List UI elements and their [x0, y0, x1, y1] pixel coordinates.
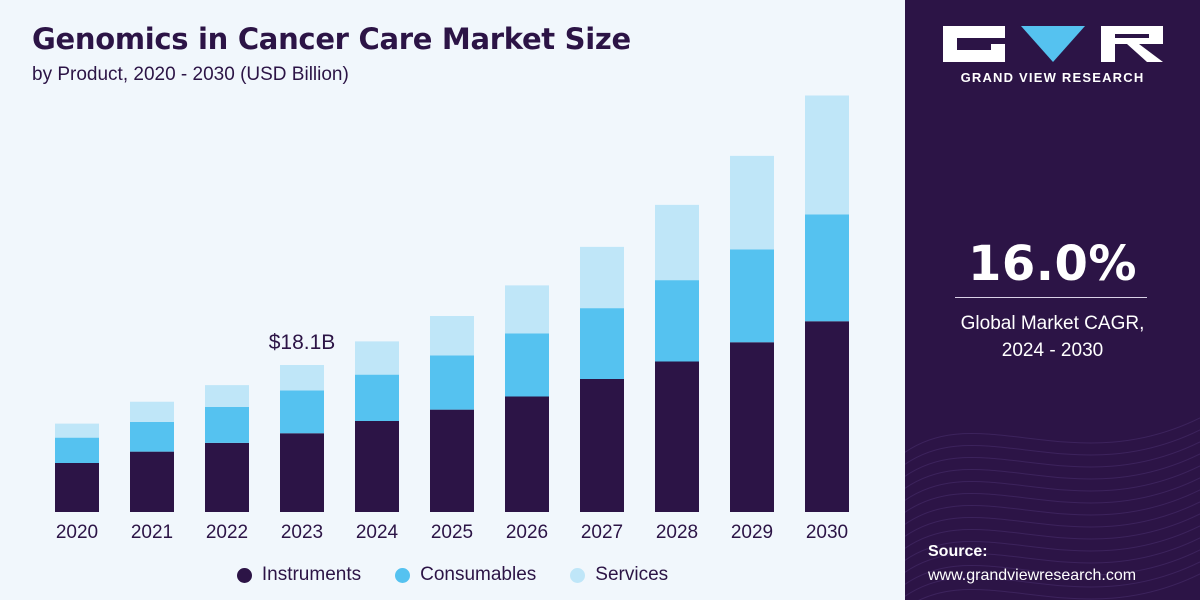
x-tick-label: 2022 — [206, 522, 248, 543]
bar-consumables-2026 — [505, 333, 549, 397]
bar-services-2026 — [505, 285, 549, 334]
bar-instruments-2023 — [280, 433, 324, 512]
chart-title: Genomics in Cancer Care Market Size — [32, 22, 631, 56]
chart-panel: Genomics in Cancer Care Market Size by P… — [0, 22, 905, 590]
x-tick-label: 2023 — [281, 522, 323, 543]
bar-instruments-2028 — [655, 361, 699, 512]
wave-line — [905, 525, 1200, 561]
legend-label: Instruments — [261, 564, 362, 585]
bar-services-2024 — [355, 341, 399, 375]
x-tick-label: 2029 — [731, 522, 773, 543]
wave-line — [905, 441, 1200, 477]
wave-line — [905, 465, 1200, 501]
wave-line — [905, 417, 1200, 453]
x-tick-label: 2021 — [131, 522, 173, 543]
cagr-value: 16.0% — [967, 236, 1138, 292]
legend-item-consumables: Consumables — [395, 564, 536, 586]
cagr-divider — [955, 297, 1147, 298]
wave-line — [905, 429, 1200, 465]
wave-line — [905, 453, 1200, 489]
legend-swatch — [236, 567, 252, 583]
wave-line — [905, 477, 1200, 513]
bar-instruments-2021 — [130, 451, 174, 512]
brand-name: GRAND VIEW RESEARCH — [960, 70, 1145, 85]
data-label-2023: $18.1B — [269, 331, 336, 354]
bar-services-2023 — [280, 365, 324, 391]
source-url: www.grandviewresearch.com — [928, 567, 1137, 584]
bar-consumables-2029 — [730, 249, 774, 343]
bar-consumables-2024 — [355, 374, 399, 421]
decorative-waves — [905, 417, 1200, 600]
bar-services-2022 — [205, 385, 249, 407]
bar-services-2025 — [430, 316, 474, 356]
legend-label: Services — [595, 564, 669, 585]
bar-instruments-2020 — [55, 463, 99, 512]
bar-consumables-2021 — [130, 421, 174, 452]
legend-swatch — [395, 567, 411, 583]
bar-consumables-2027 — [580, 308, 624, 379]
bar-services-2028 — [655, 204, 699, 281]
info-sidebar: GRAND VIEW RESEARCH 16.0% Global Market … — [905, 0, 1200, 600]
x-tick-label: 2020 — [56, 522, 98, 543]
wave-line — [905, 513, 1200, 549]
gvr-logo-icon — [943, 26, 1163, 62]
x-tick-label: 2024 — [356, 522, 399, 543]
x-tick-label: 2026 — [506, 522, 548, 543]
bar-instruments-2024 — [355, 421, 399, 512]
x-tick-label: 2028 — [656, 522, 698, 543]
wave-line — [905, 561, 1200, 597]
bar-consumables-2028 — [655, 280, 699, 362]
bar-services-2020 — [55, 423, 99, 438]
legend-label: Consumables — [420, 564, 537, 585]
bar-consumables-2022 — [205, 407, 249, 443]
source-title: Source: — [928, 543, 988, 560]
bar-services-2027 — [580, 246, 624, 309]
legend-item-services: Services — [570, 564, 668, 586]
cagr-label-line1: Global Market CAGR, — [960, 313, 1145, 334]
wave-line — [905, 549, 1200, 585]
bar-consumables-2025 — [430, 355, 474, 410]
bar-services-2021 — [130, 401, 174, 422]
wave-line — [905, 537, 1200, 573]
stacked-bar-chart: 2020 2021 2022 2023 2024 2025 2026 2027 2028 2029… — [55, 95, 849, 543]
x-tick-label: 2025 — [431, 522, 473, 543]
bar-consumables-2020 — [55, 437, 99, 463]
x-tick-label: 2030 — [806, 522, 848, 543]
bar-services-2030 — [805, 95, 849, 215]
chart-subtitle: by Product, 2020 - 2030 (USD Billion) — [32, 64, 349, 85]
chart-legend: Instruments Consumables Services — [0, 560, 905, 590]
bar-instruments-2030 — [805, 321, 849, 512]
bar-consumables-2023 — [280, 390, 324, 434]
bar-instruments-2027 — [580, 379, 624, 512]
bar-instruments-2029 — [730, 342, 774, 512]
bar-services-2029 — [730, 155, 774, 250]
bar-instruments-2022 — [205, 442, 249, 512]
legend-item-instruments: Instruments — [236, 564, 362, 586]
cagr-label: Global Market CAGR, 2024 - 2030 — [905, 310, 1200, 364]
bar-consumables-2030 — [805, 214, 849, 322]
wave-line — [917, 573, 1200, 600]
cagr-label-line2: 2024 - 2030 — [1001, 340, 1104, 361]
bar-instruments-2026 — [505, 396, 549, 512]
wave-line — [905, 501, 1200, 537]
bar-instruments-2025 — [430, 409, 474, 512]
wave-line — [905, 489, 1200, 525]
legend-swatch — [570, 567, 586, 583]
x-tick-label: 2027 — [581, 522, 623, 543]
